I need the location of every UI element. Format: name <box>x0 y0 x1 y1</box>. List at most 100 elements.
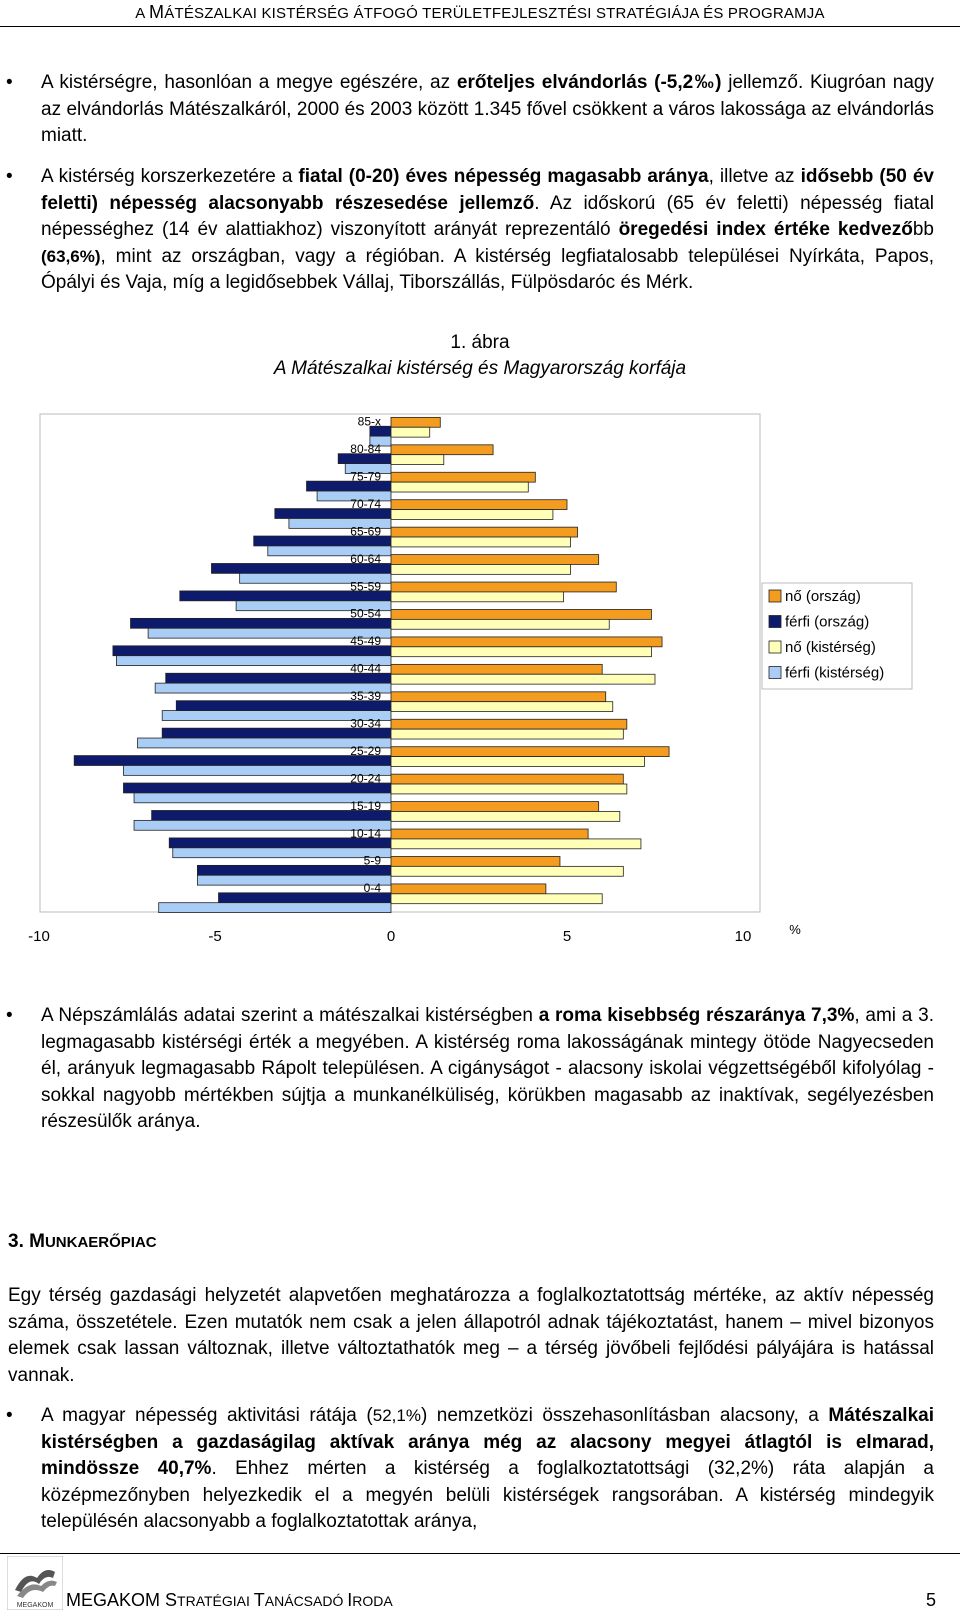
age-group-label: 20-24 <box>350 771 381 785</box>
bar-female-region <box>390 536 571 548</box>
logo-text: MEGAKOM <box>17 1602 54 1609</box>
bar-female-country <box>390 883 547 895</box>
bar-male-region <box>147 627 392 639</box>
age-group-label: 85-x <box>358 415 381 429</box>
legend-label: férfi (kistérség) <box>785 665 884 682</box>
bar-male-region <box>133 819 392 831</box>
bar-female-country <box>390 828 589 840</box>
bar-female-region <box>390 838 642 850</box>
bar-female-region <box>390 509 554 520</box>
bar-male-region <box>161 710 392 721</box>
bullet-roma-minority: • A Népszámlálás adatai szerint a mátész… <box>6 1005 934 1132</box>
figure-number: 1. ábra <box>450 332 510 353</box>
legend-label: férfi (ország) <box>785 614 869 631</box>
bar-male-region <box>196 874 392 886</box>
bar-female-country <box>390 801 600 812</box>
age-group-label: 10-14 <box>350 826 381 840</box>
bar-male-country <box>73 755 392 766</box>
bar-female-country <box>390 773 624 785</box>
megakom-logo: MEGAKOM <box>6 1555 64 1611</box>
bar-male-region <box>369 435 392 447</box>
bar-male-region <box>239 572 392 584</box>
bar-male-region <box>158 902 392 913</box>
bar-female-region <box>390 728 624 740</box>
bar-female-country <box>390 663 603 675</box>
bar-male-region <box>288 518 392 529</box>
x-tick-label: -5 <box>208 928 221 945</box>
age-group-label: 30-34 <box>350 716 381 730</box>
bar-female-country <box>390 526 578 538</box>
age-group-label: 15-19 <box>350 799 381 813</box>
section-paragraph: Egy térség gazdasági helyzetét alapvetőe… <box>8 1285 934 1386</box>
bar-male-region <box>116 655 392 666</box>
bar-female-country <box>390 636 663 648</box>
age-group-label: 70-74 <box>350 497 381 511</box>
bullet-age-structure: • A kistérség korszerkezetére a fiatal (… <box>6 166 935 293</box>
age-group-label: 75-79 <box>350 469 381 483</box>
population-pyramid-chart: 85-x 80-84 75-79 70-74 65-69 60-64 55-59 50-54 4… <box>28 413 913 945</box>
running-header: A MÁTÉSZALKAI KISTÉRSÉG ÁTFOGÓ TERÜLETFE… <box>0 0 960 27</box>
bar-female-region <box>390 811 621 822</box>
bullet-emigration: • A kistérségre, hasonlóan a megye egész… <box>6 72 934 146</box>
footer-company: MEGAKOM STRATÉGIAI TANÁCSADÓ IRODA <box>66 1590 393 1610</box>
bar-female-region <box>390 646 652 658</box>
bar-female-region <box>390 564 571 575</box>
figure-caption: 1. ábra A Mátészalkai kistérség és Magya… <box>0 330 960 382</box>
bar-female-region <box>390 426 431 438</box>
bar-male-region <box>137 737 392 749</box>
bar-female-country <box>390 444 494 456</box>
legend-swatch <box>768 589 782 603</box>
bar-male-region <box>133 792 392 804</box>
bar-female-region <box>390 756 645 767</box>
bar-female-country <box>390 499 568 510</box>
bar-female-country <box>390 718 628 730</box>
bar-female-region <box>390 591 564 603</box>
bar-male-country <box>112 645 392 657</box>
legend-swatch <box>768 666 782 679</box>
footer-divider <box>0 1553 960 1554</box>
bar-male-country <box>196 864 392 876</box>
bar-female-country <box>390 609 652 620</box>
bar-female-region <box>390 783 628 795</box>
bar-female-region <box>390 701 614 712</box>
age-group-label: 25-29 <box>350 744 381 758</box>
bar-female-region <box>390 481 529 493</box>
bullet-activity-rate: • A magyar népesség aktivitási rátája (5… <box>6 1405 934 1532</box>
bar-female-country <box>390 746 670 757</box>
bar-female-country <box>390 471 536 483</box>
figure-title: A Mátészalkai kistérség és Magyarország … <box>273 358 687 379</box>
legend-label: nő (kistérség) <box>785 639 876 656</box>
age-group-label: 65-69 <box>350 524 381 538</box>
bar-male-region <box>316 490 392 502</box>
bar-female-region <box>390 673 656 685</box>
bar-female-country <box>390 554 600 565</box>
x-tick-label: -10 <box>28 928 50 945</box>
x-tick-label: 10 <box>735 928 752 945</box>
legend <box>761 582 913 690</box>
bar-female-region <box>390 618 610 630</box>
bar-female-country <box>390 856 561 867</box>
page-number: 5 <box>925 1590 936 1610</box>
age-group-label: 35-39 <box>350 689 381 703</box>
age-group-label: 0-4 <box>364 881 382 895</box>
age-group-label: 60-64 <box>350 552 381 566</box>
bar-female-country <box>390 581 617 593</box>
age-group-label: 55-59 <box>350 579 381 593</box>
legend-label: nő (ország) <box>785 588 861 605</box>
bar-male-region <box>235 600 392 612</box>
legend-swatch <box>768 615 782 628</box>
bar-female-country <box>390 416 441 428</box>
legend-swatch <box>768 640 782 654</box>
age-group-label: 80-84 <box>350 442 381 456</box>
age-group-label: 50-54 <box>350 607 381 621</box>
x-tick-label: 0 <box>387 928 395 945</box>
bar-male-region <box>344 463 392 474</box>
age-group-label: 5-9 <box>364 854 382 868</box>
bar-male-region <box>123 765 392 776</box>
bar-female-country <box>390 691 607 703</box>
bar-female-region <box>390 893 603 905</box>
unit-label: % <box>789 922 801 937</box>
bar-male-region <box>172 847 392 859</box>
bar-male-region <box>154 682 392 694</box>
bar-female-region <box>390 454 445 465</box>
